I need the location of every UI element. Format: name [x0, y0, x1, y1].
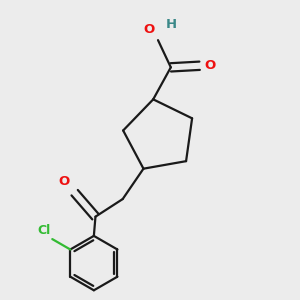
Text: O: O [58, 175, 70, 188]
Text: O: O [204, 59, 216, 72]
Text: O: O [143, 23, 154, 36]
Text: Cl: Cl [38, 224, 51, 236]
Text: H: H [166, 17, 177, 31]
